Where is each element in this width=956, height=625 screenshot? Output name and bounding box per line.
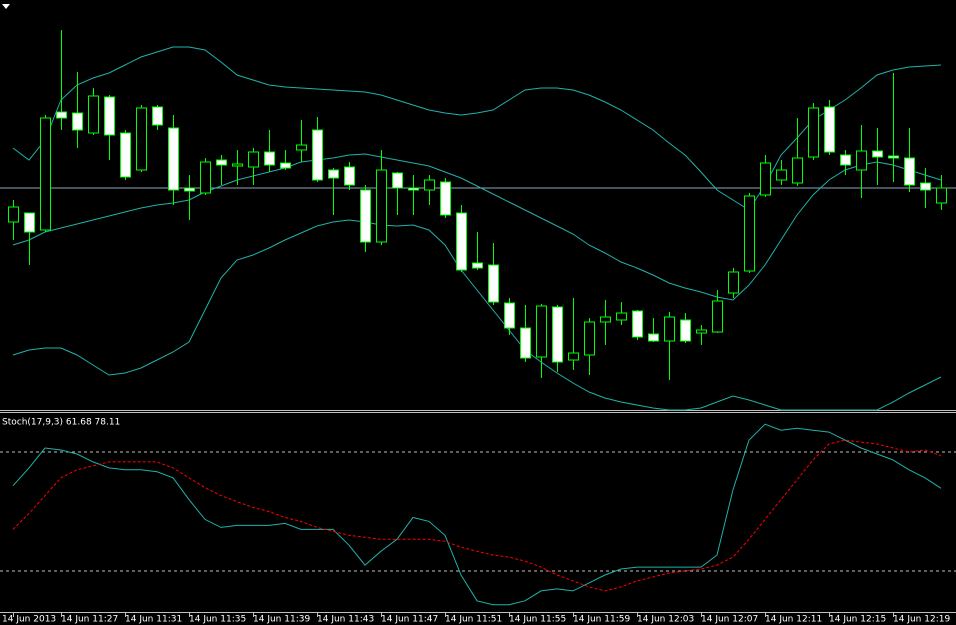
bollinger-band xyxy=(12,153,942,301)
candle-body xyxy=(936,187,947,204)
candle-body xyxy=(776,169,787,181)
time-label: 14 Jun 11:39 xyxy=(253,615,310,625)
candle-body xyxy=(408,187,419,191)
candle-body xyxy=(600,316,611,323)
candle-body xyxy=(504,302,515,329)
candle-body xyxy=(792,157,803,184)
candle-body xyxy=(168,127,179,191)
candle-body xyxy=(424,179,435,191)
candle-body xyxy=(696,329,707,334)
candle-body xyxy=(200,161,211,194)
time-label: 14 Jun 11:27 xyxy=(61,615,118,625)
time-label: 14 Jun 12:07 xyxy=(701,615,758,625)
candle-body xyxy=(552,306,563,363)
stochastic-line xyxy=(12,423,942,606)
candle-body xyxy=(232,163,243,167)
candle-body xyxy=(248,151,259,168)
candle-body xyxy=(728,271,739,294)
time-label: 14 Jun 12:11 xyxy=(765,615,822,625)
candle-body xyxy=(520,327,531,359)
candle-body xyxy=(744,195,755,272)
candle-body xyxy=(88,95,99,134)
time-label: 14 Jun 12:19 xyxy=(893,615,950,625)
time-label: 14 Jun 11:55 xyxy=(509,615,566,625)
candle-body xyxy=(664,316,675,342)
time-label: 14 Jun 12:03 xyxy=(637,615,694,625)
candle-body xyxy=(648,333,659,342)
time-label: 14 Jun 12:15 xyxy=(829,615,886,625)
candle-body xyxy=(712,300,723,333)
candle-body xyxy=(632,310,643,338)
candle-body xyxy=(376,169,387,243)
candle-body xyxy=(8,206,19,223)
time-label: 14 Jun 11:43 xyxy=(317,615,374,625)
stochastic-line xyxy=(12,439,942,592)
candle-body xyxy=(840,154,851,166)
candle-body xyxy=(824,106,835,153)
candle-body xyxy=(440,181,451,216)
indicator-label: Stoch(17,9,3) 61.68 78.11 xyxy=(2,418,120,428)
time-label: 14 Jun 11:47 xyxy=(381,615,438,625)
candle-body xyxy=(312,129,323,181)
candle-body xyxy=(152,106,163,126)
time-label: 14 Jun 11:35 xyxy=(189,615,246,625)
candle-body xyxy=(680,319,691,342)
candle-body xyxy=(328,169,339,179)
candle-body xyxy=(888,155,899,159)
candle-body xyxy=(344,166,355,186)
candle-body xyxy=(264,151,275,166)
candle-body xyxy=(472,262,483,269)
time-label: 14 Jun 11:51 xyxy=(445,615,502,625)
candle-body xyxy=(72,112,83,131)
candle-body xyxy=(296,144,307,151)
candle-body xyxy=(760,162,771,196)
candle-body xyxy=(808,107,819,158)
candle-body xyxy=(40,117,51,231)
candle-body xyxy=(280,162,291,169)
candle-body xyxy=(904,157,915,186)
menu-arrow[interactable] xyxy=(2,4,10,9)
candle-body xyxy=(568,352,579,361)
time-label: 14 Jun 11:59 xyxy=(573,615,630,625)
candle-body xyxy=(456,212,467,271)
candle-body xyxy=(360,189,371,243)
candle-body xyxy=(392,172,403,189)
candle-body xyxy=(856,150,867,171)
time-label: 14 Jun 2013 xyxy=(2,615,56,625)
candle-body xyxy=(136,107,147,171)
candle-body xyxy=(104,96,115,136)
candle-body xyxy=(120,132,131,178)
bollinger-band xyxy=(12,219,942,411)
candle-body xyxy=(920,182,931,191)
bollinger-band xyxy=(12,46,942,211)
candle-body xyxy=(616,312,627,321)
candle-body xyxy=(24,212,35,233)
candle-body xyxy=(488,264,499,303)
candle-body xyxy=(872,150,883,158)
candle-body xyxy=(584,321,595,356)
time-label: 14 Jun 11:31 xyxy=(125,615,182,625)
candle-body xyxy=(216,159,227,166)
candle-body xyxy=(56,111,67,119)
candle-body xyxy=(184,187,195,192)
candle-body xyxy=(536,305,547,358)
